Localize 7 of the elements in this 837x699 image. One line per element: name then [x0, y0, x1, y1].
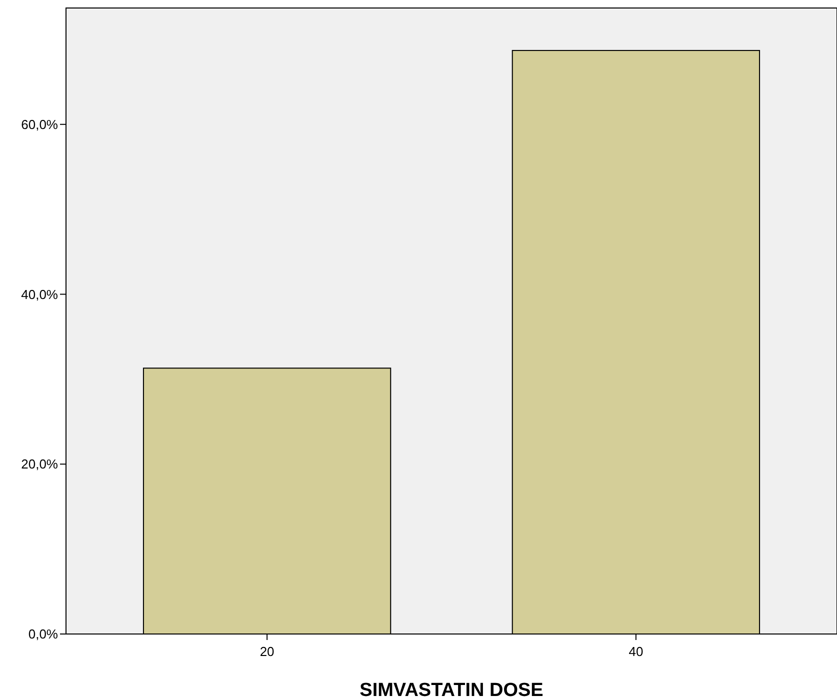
x-axis-title: SIMVASTATIN DOSE: [360, 680, 544, 699]
y-tick-label: 60,0%: [21, 116, 58, 132]
y-tick-label: 0,0%: [28, 626, 58, 642]
x-tick-label: 40: [628, 644, 644, 659]
y-tick-label: 20,0%: [21, 456, 58, 472]
x-tick-label: 20: [260, 644, 274, 659]
y-tick-label: 40,0%: [21, 286, 58, 302]
